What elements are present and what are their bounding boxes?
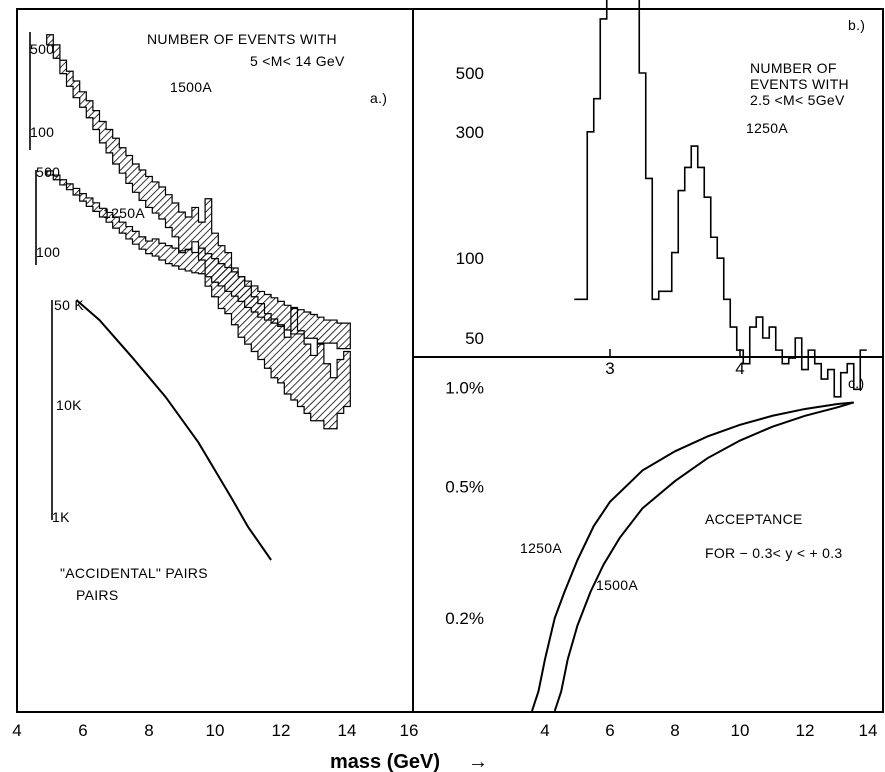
panel-a-frame bbox=[16, 8, 414, 713]
y-tick-c-1: 0.5% bbox=[445, 478, 484, 497]
x-axis-arrow: → bbox=[468, 751, 488, 772]
panel-c-title: ACCEPTANCE bbox=[705, 511, 803, 527]
panel-b-label: b.) bbox=[848, 17, 865, 33]
acceptance-curve-0 bbox=[531, 401, 854, 712]
x-axis-title: mass (GeV) bbox=[330, 751, 440, 772]
x-tick-a-0: 4 bbox=[12, 721, 21, 740]
x-tick-a-5: 14 bbox=[338, 721, 357, 740]
x-tick-b-1: 4 bbox=[735, 359, 744, 378]
scale-accidental-top: 50 K bbox=[54, 297, 84, 313]
panel-b-y-ticks: 5010030050010003000 bbox=[446, 0, 484, 348]
scale-1250a-bottom: 100 bbox=[36, 244, 60, 260]
x-tick-c-1: 6 bbox=[605, 721, 614, 740]
scale-1500a: 500 100 bbox=[29, 32, 54, 150]
panel-a: NUMBER OF EVENTS WITH 5 <M< 14 GeV a.) 5… bbox=[12, 31, 418, 740]
x-tick-c-3: 10 bbox=[731, 721, 750, 740]
y-tick-b-3: 500 bbox=[456, 64, 484, 83]
x-tick-c-2: 8 bbox=[670, 721, 679, 740]
series-1500a-band bbox=[46, 34, 351, 430]
histogram-b bbox=[574, 0, 867, 398]
y-tick-b-2: 300 bbox=[456, 123, 484, 142]
panel-a-subtitle: 5 <M< 14 GeV bbox=[250, 53, 345, 69]
panel-a-x-ticks: 4 6 8 10 12 14 16 bbox=[12, 721, 418, 740]
panel-a-marks bbox=[46, 34, 351, 561]
x-tick-a-6: 16 bbox=[400, 721, 419, 740]
scale-1500a-bottom: 100 bbox=[30, 124, 54, 140]
series-label-accidental-2: PAIRS bbox=[76, 587, 118, 603]
x-tick-a-4: 12 bbox=[272, 721, 291, 740]
panel-c-marks bbox=[531, 401, 855, 712]
panel-c-label: c.) bbox=[848, 375, 864, 391]
series-accidental-line bbox=[75, 299, 272, 561]
scale-accidental: 50 K 10K 1K bbox=[51, 297, 84, 525]
series-label-1500a: 1500A bbox=[170, 79, 212, 95]
x-tick-b-0: 3 bbox=[605, 359, 614, 378]
panel-c: c.) ACCEPTANCE FOR − 0.3< y < + 0.3 1250… bbox=[445, 375, 877, 740]
curve-label-1250a: 1250A bbox=[520, 540, 562, 556]
panel-bc-frame bbox=[412, 8, 884, 713]
panel-c-y-ticks: 0.2% 0.5% 1.0% bbox=[445, 378, 484, 628]
panel-c-x-ticks: 4 6 8 10 12 14 bbox=[540, 721, 877, 740]
panel-c-subtitle: FOR − 0.3< y < + 0.3 bbox=[705, 545, 843, 561]
y-tick-c-0: 0.2% bbox=[445, 609, 484, 628]
x-tick-a-2: 8 bbox=[144, 721, 153, 740]
y-tick-b-4: 1000 bbox=[446, 0, 484, 3]
panel-b-annotation: 1250A bbox=[746, 120, 788, 136]
panel-b-title: NUMBER OF bbox=[750, 60, 837, 76]
panel-a-label: a.) bbox=[370, 90, 387, 106]
y-tick-b-1: 100 bbox=[456, 249, 484, 268]
series-1250a-band bbox=[46, 170, 351, 350]
y-tick-c-2: 1.0% bbox=[445, 378, 484, 397]
x-tick-c-0: 4 bbox=[540, 721, 549, 740]
x-tick-a-1: 6 bbox=[78, 721, 87, 740]
curve-label-1500a: 1500A bbox=[596, 577, 638, 593]
x-tick-a-3: 10 bbox=[206, 721, 225, 740]
panel-b: b.) NUMBER OF EVENTS WITH 2.5 <M< 5GeV 1… bbox=[446, 0, 867, 398]
y-tick-b-0: 50 bbox=[465, 329, 484, 348]
panel-b-marks bbox=[574, 0, 867, 398]
scale-accidental-bottom: 1K bbox=[52, 509, 70, 525]
panel-b-subtitle: EVENTS WITH bbox=[750, 76, 849, 92]
scale-accidental-mid: 10K bbox=[56, 397, 82, 413]
acceptance-curve-1 bbox=[553, 401, 855, 712]
panel-b-subtitle2: 2.5 <M< 5GeV bbox=[750, 92, 845, 108]
x-tick-c-5: 14 bbox=[859, 721, 878, 740]
series-label-accidental: "ACCIDENTAL" PAIRS bbox=[60, 565, 208, 581]
panel-a-title: NUMBER OF EVENTS WITH bbox=[147, 31, 337, 47]
x-tick-c-4: 12 bbox=[796, 721, 815, 740]
